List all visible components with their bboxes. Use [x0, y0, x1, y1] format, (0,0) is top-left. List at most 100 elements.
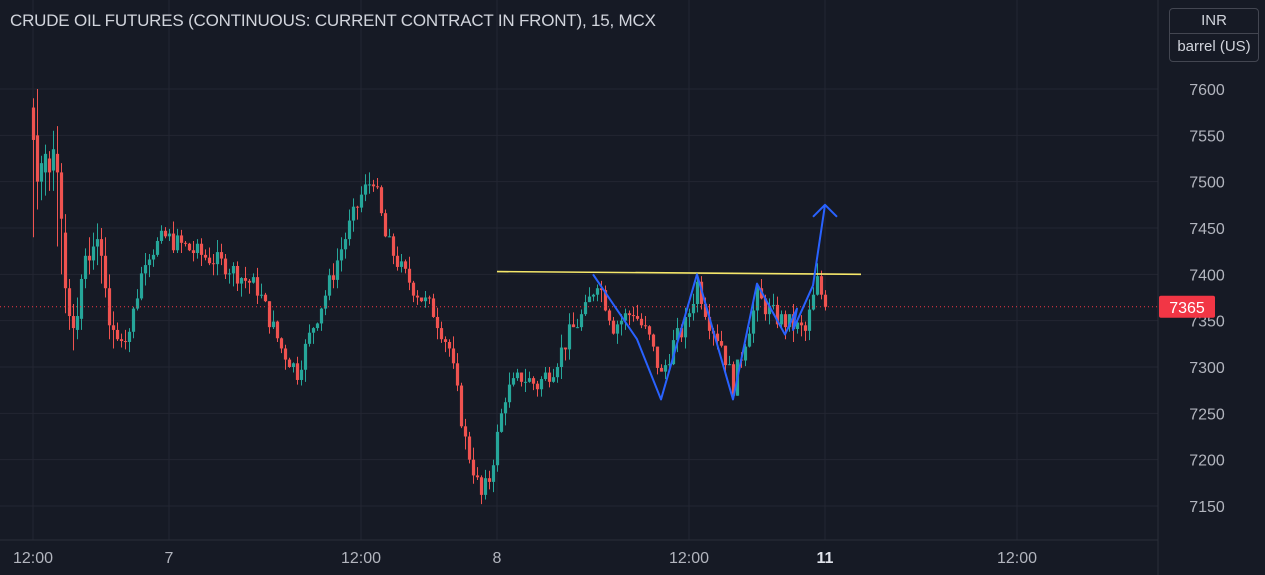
candle-body [439, 328, 444, 340]
candle-body [459, 385, 464, 427]
currency-label[interactable]: INR [1170, 9, 1258, 34]
candle-body [155, 240, 160, 255]
candle-body [503, 402, 508, 414]
x-tick-label: 12:00 [997, 550, 1037, 567]
candle-body [623, 313, 628, 321]
y-tick-label: 7600 [1189, 82, 1225, 99]
candle-body [667, 364, 672, 366]
candle-body [775, 304, 780, 325]
y-tick-label: 7150 [1189, 499, 1225, 516]
candle-body [203, 254, 208, 258]
candle-body [83, 255, 88, 279]
candle-body [519, 372, 524, 382]
candle-body [479, 477, 484, 495]
candle-body [547, 372, 552, 382]
candle-body [583, 302, 588, 315]
candle-body [159, 230, 164, 241]
candle-body [219, 252, 224, 259]
x-tick-label: 12:00 [13, 550, 53, 567]
candle-body [199, 243, 204, 255]
x-tick-label: 11 [817, 550, 834, 567]
candle-body [675, 328, 680, 341]
candle-body [195, 243, 200, 254]
candle-body [483, 478, 488, 495]
candle-body [147, 259, 152, 266]
candle-body [563, 347, 568, 350]
candle-body [379, 187, 384, 214]
candle-body [539, 379, 544, 390]
candle-body [551, 377, 556, 382]
candle-body [311, 328, 316, 333]
candle-body [411, 282, 416, 296]
candle-body [803, 325, 808, 331]
candle-body [619, 320, 624, 325]
candle-body [815, 276, 820, 295]
candle-body [187, 243, 192, 251]
candle-body [179, 235, 184, 243]
candle-body [531, 378, 536, 384]
candle-body [823, 294, 828, 307]
candle-body [91, 246, 96, 261]
candle-body [591, 294, 596, 297]
candle-body [291, 363, 296, 367]
candle-body [683, 316, 688, 338]
candle-body [43, 153, 48, 173]
candle-body [183, 242, 188, 244]
y-tick-label: 7200 [1189, 453, 1225, 470]
y-tick-label: 7400 [1189, 267, 1225, 284]
candle-body [239, 278, 244, 284]
y-tick-label: 7250 [1189, 406, 1225, 423]
candle-body [327, 275, 332, 296]
candle-body [575, 327, 580, 329]
candle-body [383, 213, 388, 237]
candle-body [495, 431, 500, 466]
candle-body [703, 303, 708, 317]
candle-body [807, 309, 812, 331]
candle-body [107, 288, 112, 326]
candle-body [655, 346, 660, 368]
candle-body [331, 275, 336, 280]
candle-body [499, 413, 504, 432]
candle-body [691, 303, 696, 314]
candle-body [299, 369, 304, 380]
candle-body [355, 206, 360, 208]
currency-unit-selector[interactable]: INR barrel (US) [1169, 8, 1259, 62]
candle-body [67, 288, 72, 317]
y-tick-label: 7350 [1189, 314, 1225, 331]
candle-body [467, 436, 472, 460]
pattern-path [592, 204, 826, 401]
arrow-head [812, 203, 838, 218]
candle-body [39, 163, 44, 182]
candle-body [47, 158, 52, 173]
candle-body [767, 305, 772, 315]
candle-body [635, 316, 640, 319]
candle-body [743, 346, 748, 361]
candle-body [755, 288, 760, 311]
candle-body [731, 364, 736, 396]
candle-body [167, 233, 172, 237]
axis-layer: 7150 7200 7250 7300 7350 7400 7450 7500 7550 7600… [0, 0, 1225, 575]
candle-body [79, 278, 84, 319]
candle-body [599, 288, 604, 291]
candle-body [663, 365, 668, 372]
candle-body [415, 295, 420, 298]
candle-body [615, 324, 620, 334]
candle-body [59, 172, 64, 219]
y-tick-label: 7450 [1189, 221, 1225, 238]
candle-body [399, 261, 404, 267]
candle-body [435, 316, 440, 329]
candle-body [335, 260, 340, 280]
candle-body [631, 315, 636, 317]
candle-body [555, 367, 560, 378]
candle-body [259, 294, 264, 296]
candle-body [283, 348, 288, 360]
candle-body [639, 318, 644, 326]
candle-body [279, 338, 284, 349]
candle-body [375, 186, 380, 188]
candle-body [339, 249, 344, 261]
x-tick-label: 12:00 [669, 550, 709, 567]
candle-body [227, 273, 232, 275]
unit-label[interactable]: barrel (US) [1177, 38, 1251, 55]
candle-body [771, 304, 776, 306]
